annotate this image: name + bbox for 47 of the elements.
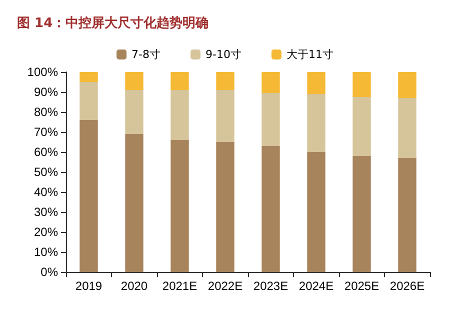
bar [216, 72, 234, 90]
legend-label: 9-10寸 [206, 48, 242, 61]
bar [352, 72, 371, 97]
bar [262, 146, 280, 272]
bar [125, 72, 144, 90]
bar [398, 98, 416, 158]
x-tick-label: 2023E [253, 279, 288, 293]
bar [80, 120, 98, 272]
bar [307, 72, 326, 94]
x-tick-label: 2019 [75, 279, 102, 293]
bar [398, 72, 416, 98]
x-tick-label: 2020 [120, 279, 148, 293]
bar [398, 158, 416, 272]
bar [352, 97, 371, 156]
y-tick-label: 70% [34, 125, 58, 139]
x-tick-label: 2021E [162, 279, 198, 293]
x-tick-label: 2024E [298, 279, 334, 293]
y-tick-label: 40% [34, 185, 58, 199]
legend-label: 大于11寸 [286, 48, 334, 61]
bar [170, 140, 189, 272]
bar [216, 90, 234, 142]
bar [170, 90, 189, 140]
legend-label: 7-8寸 [132, 48, 161, 61]
y-tick-label: 60% [34, 145, 58, 159]
bar [216, 142, 234, 272]
y-tick-label: 10% [34, 245, 58, 259]
bar [262, 72, 280, 93]
bar [125, 134, 144, 272]
bar [125, 90, 144, 134]
bar [352, 156, 371, 272]
y-tick-label: 20% [34, 225, 58, 239]
chart-title: 图 14：中控屏大尺寸化趋势明确 [17, 15, 209, 31]
x-tick-label: 2025E [344, 279, 380, 293]
y-tick-label: 100% [27, 65, 58, 79]
y-tick-label: 90% [34, 85, 58, 99]
bar [307, 94, 326, 152]
y-tick-label: 80% [34, 105, 58, 119]
bar [80, 82, 98, 120]
y-tick-label: 0% [40, 265, 58, 279]
y-tick-label: 50% [34, 165, 58, 179]
y-tick-label: 30% [34, 205, 58, 219]
x-tick-label: 2022E [208, 279, 243, 293]
bar [262, 93, 280, 146]
bar [170, 72, 189, 90]
x-tick-label: 2026E [390, 279, 425, 293]
bar [80, 72, 98, 82]
bar [307, 152, 326, 272]
